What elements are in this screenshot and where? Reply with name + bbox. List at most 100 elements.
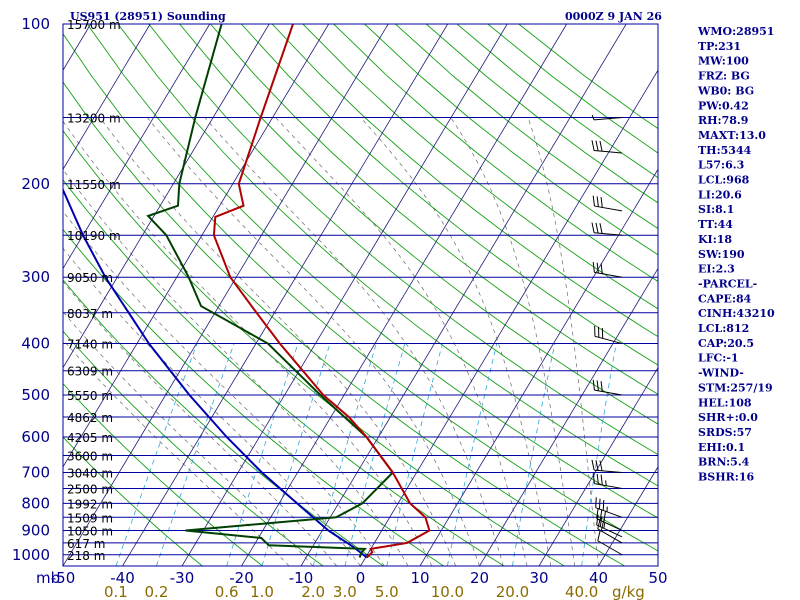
mixing-ratio-line [386,343,443,566]
wind-barb [597,530,623,556]
index-entry: TP:231 [698,40,741,53]
mixing-ratio-tick-label: 2.0 [301,583,325,600]
wind-barb [592,195,623,212]
pressure-tick-label: 700 [21,464,50,482]
index-entry: STM:257/19 [698,381,773,394]
isotherm-line [300,24,627,566]
index-entry: CAP:20.5 [698,337,754,350]
wind-barb-staff [594,271,623,278]
wind-barb-staff [594,205,623,212]
height-label: 1992 m [67,497,113,511]
height-label: 1050 m [67,524,113,538]
pressure-tick-label: 300 [21,268,50,286]
mixing-ratio-line [115,343,198,566]
index-entry: TT:44 [698,218,733,231]
index-entry: SI:8.1 [698,203,734,216]
plot-frame [62,23,659,567]
wind-barb-flag [591,140,595,151]
profile-lines [63,24,431,559]
wind-barb-staff [597,528,623,544]
isotherm-line [63,24,389,566]
mixing-ratio-tick-label: 40.0 [565,583,598,600]
wind-barb-staff [594,335,623,345]
height-label: 4205 m [67,431,113,445]
wind-barb [592,379,623,396]
isotherm-line [598,466,658,566]
height-label: 5550 m [67,389,113,403]
temperature-tick-label: 20 [470,569,489,587]
index-entry: EI:2.3 [698,263,735,276]
wind-barb [596,508,623,531]
isotherm-line [63,24,151,171]
isotherm-line [63,24,211,270]
index-entry: SW:190 [698,248,745,261]
background-lines [63,24,658,566]
index-entry: KI:18 [698,233,732,246]
index-entry: LCL:968 [698,174,750,187]
height-label: 10190 m [67,229,121,243]
wind-barb [591,222,623,236]
wind-barb [594,325,623,345]
mixing-ratio-tick-label: 5.0 [375,583,399,600]
index-entry: L57:6.3 [698,159,744,172]
mixing-ratio-line [261,343,331,566]
wind-barb-flag [591,222,595,233]
index-entry: PW:0.42 [698,99,749,112]
valid-time: 0000Z 9 JAN 26 [565,10,662,23]
index-entry: -WIND- [698,367,744,380]
height-label: 4862 m [67,411,113,425]
index-entry: -PARCEL- [698,277,757,290]
mixing-ratio-tick-label: 0.6 [215,583,239,600]
wind-barb-staff [595,507,623,518]
height-label: 3040 m [67,467,113,481]
wind-barb-staff [596,518,623,531]
parcel-trace-line [63,187,368,559]
height-label: 1509 m [67,511,113,525]
wind-barb-half-flag [605,480,607,486]
wind-barb-flag [596,473,599,485]
temperature-tick-label: -30 [170,569,195,587]
height-label: 6309 m [67,365,113,379]
mixing-ratio-line [344,343,406,566]
mixing-ratio-tick-label: 0.1 [104,583,128,600]
dry-adiabat-line [63,228,444,566]
wind-barb-half-flag [591,114,595,121]
wind-barb-flag [600,520,605,532]
wind-barbs [591,114,623,556]
height-label: 218 m [67,549,105,563]
isotherm-line [241,24,568,566]
temperature-tick-labels: -50 -40 -30 -20 -10 0 10 20 30 40 50 [51,569,668,587]
wind-barb-half-flag [603,523,606,529]
dry-adiabat-line [117,24,658,487]
wind-barb-flag [596,262,599,274]
wind-barb-staff [594,232,623,236]
wind-barb-flag [599,460,603,471]
wind-barb-flag [592,195,595,207]
pressure-tick-label: 100 [21,15,50,33]
wind-barb-staff [594,389,623,396]
wind-barb-flag [599,516,603,527]
index-entry: MW:100 [698,55,749,68]
height-label: 8037 m [67,307,113,321]
wind-barb-flag [596,514,599,526]
dry-adiabat-line [179,24,658,425]
index-entry: LI:20.6 [698,188,742,201]
index-entry: FRZ: BG [698,70,750,83]
isotherm-line [122,24,449,566]
dry-adiabat-line [271,24,658,338]
pressure-tick-label: 800 [21,494,50,512]
height-label: 15700 m [67,18,121,32]
temperature-tick-label: 30 [529,569,548,587]
temperature-tick-label: 50 [648,569,667,587]
index-entry: MAXT:13.0 [698,129,766,142]
wind-barb-flag [600,474,603,486]
index-entry: WMO:28951 [697,25,774,38]
wind-barb-flag [595,497,597,508]
index-entry: HEL:108 [698,396,752,409]
pressure-tick-label: 1000 [12,546,50,564]
station-title: US951 (28951) Sounding [70,10,226,23]
index-entry: SHR+:0.0 [698,411,758,424]
wind-barb-flag [595,222,599,234]
